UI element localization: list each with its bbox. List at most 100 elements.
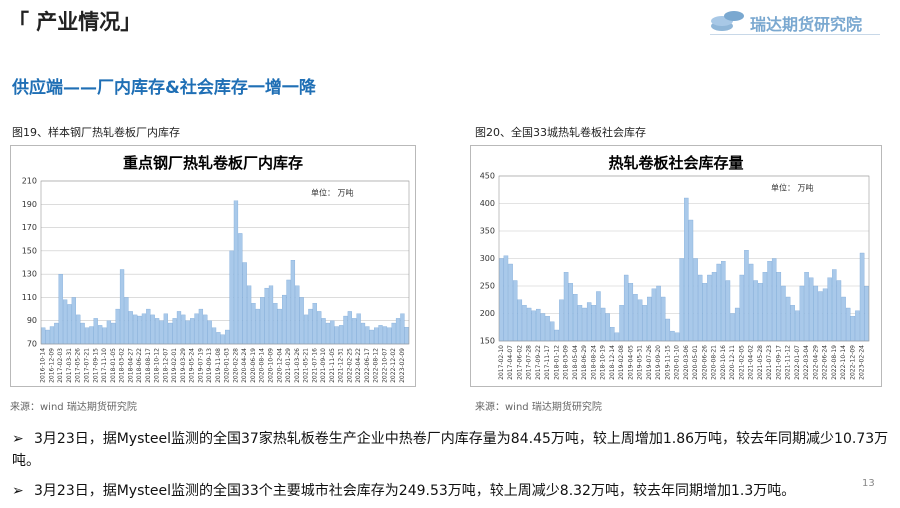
bar bbox=[321, 318, 326, 345]
y-tick-label: 70 bbox=[27, 340, 37, 349]
x-tick-label: 2020-12-04 bbox=[276, 348, 283, 383]
bar bbox=[54, 322, 59, 345]
bar bbox=[781, 285, 786, 342]
x-tick-label: 2022-10-14 bbox=[840, 345, 847, 380]
bar bbox=[665, 318, 671, 342]
bar bbox=[827, 277, 832, 342]
x-tick-label: 2018-08-24 bbox=[590, 345, 597, 380]
bar bbox=[730, 313, 735, 342]
x-tick-label: 2017-07-28 bbox=[526, 345, 533, 380]
bar bbox=[614, 332, 620, 342]
plot-frame bbox=[40, 180, 410, 345]
x-tick-label: 2018-08-17 bbox=[145, 348, 152, 383]
bar bbox=[711, 272, 717, 342]
bar bbox=[864, 286, 869, 342]
bullet-text: 3月23日，据Mysteel监测的全国37家热轧板卷生产企业中热卷厂内库存量为8… bbox=[12, 431, 889, 469]
bar bbox=[605, 313, 610, 342]
bar bbox=[365, 326, 370, 345]
x-tick-label: 2020-10-16 bbox=[720, 345, 727, 380]
bar bbox=[146, 308, 151, 345]
bar bbox=[264, 287, 269, 345]
x-tick-label: 2019-02-01 bbox=[171, 348, 178, 383]
bar bbox=[503, 255, 509, 342]
bar bbox=[347, 311, 352, 345]
bullet: ➢ 3月23日，据Mysteel监测的全国33个主要城市社会库存为249.53万吨… bbox=[12, 483, 796, 499]
chart-box: 热轧卷板社会库存量 单位： 万吨 150 200 250 300 350 400 450 2017… bbox=[470, 145, 882, 387]
y-tick-label: 130 bbox=[22, 270, 37, 279]
bar bbox=[841, 296, 846, 342]
x-tick-label: 2022-04-22 bbox=[355, 348, 362, 383]
plot-frame bbox=[498, 175, 870, 342]
bar bbox=[41, 327, 46, 345]
bar bbox=[303, 314, 309, 345]
bar bbox=[859, 252, 865, 342]
bar bbox=[395, 318, 401, 345]
bar bbox=[702, 283, 708, 342]
x-tick-label: 2017-11-10 bbox=[101, 348, 108, 383]
x-tick-label: 2018-01-12 bbox=[553, 345, 560, 380]
y-tick-label: 150 bbox=[480, 337, 495, 346]
bar bbox=[334, 326, 339, 345]
bar bbox=[753, 280, 758, 342]
bar bbox=[185, 320, 190, 345]
bar bbox=[312, 303, 317, 345]
x-tick-label: 2020-05-01 bbox=[692, 345, 699, 380]
bar bbox=[220, 334, 225, 345]
x-tick-label: 2018-10-19 bbox=[600, 345, 607, 380]
bar bbox=[286, 279, 291, 345]
x-tick-label: 2020-01-10 bbox=[674, 345, 681, 380]
bar bbox=[102, 327, 107, 345]
bar bbox=[660, 296, 666, 342]
bar bbox=[84, 327, 90, 345]
x-tick-label: 2019-11-08 bbox=[215, 348, 222, 383]
x-tick-label: 2019-05-31 bbox=[637, 345, 644, 380]
unit-label: 单位： 万吨 bbox=[771, 183, 814, 193]
bar bbox=[771, 258, 777, 342]
bar bbox=[168, 322, 173, 345]
y-tick-label: 300 bbox=[480, 254, 495, 263]
bar bbox=[190, 318, 195, 345]
bar bbox=[242, 262, 247, 345]
bar bbox=[651, 288, 657, 342]
bar bbox=[559, 299, 564, 342]
bar bbox=[268, 285, 274, 345]
bar bbox=[647, 296, 652, 342]
bar bbox=[540, 313, 546, 342]
logo-icon bbox=[711, 11, 744, 31]
bullet: ➢ 3月23日，据Mysteel监测的全国37家热轧板卷生产企业中热卷厂内库存量为… bbox=[12, 431, 889, 469]
x-tick-label: 2022-08-12 bbox=[373, 348, 380, 383]
bar bbox=[767, 261, 772, 342]
x-tick-label: 2022-06-17 bbox=[364, 348, 371, 383]
bar bbox=[62, 299, 68, 345]
y-tick-label: 90 bbox=[27, 316, 37, 325]
caption: 图20、全国33城热轧卷板社会库存 bbox=[475, 126, 646, 139]
bar bbox=[260, 297, 265, 345]
source: 来源：wind 瑞达期货研究院 bbox=[10, 402, 137, 413]
bar bbox=[785, 296, 791, 342]
bar bbox=[855, 310, 860, 342]
x-tick-label: 2020-04-24 bbox=[241, 348, 248, 383]
bar bbox=[818, 291, 823, 342]
bar bbox=[246, 285, 252, 345]
bar bbox=[674, 332, 680, 342]
bar bbox=[628, 283, 634, 342]
x-tick-label: 2016-10-14 bbox=[40, 348, 47, 383]
bar bbox=[610, 327, 615, 342]
bar bbox=[545, 316, 550, 342]
bar bbox=[58, 273, 63, 345]
bar bbox=[382, 326, 388, 345]
x-tick-label: 2021-09-10 bbox=[320, 348, 327, 383]
bar bbox=[822, 288, 828, 342]
bar bbox=[45, 329, 50, 345]
x-tick-label: 2022-08-19 bbox=[831, 345, 838, 380]
source: 来源：wind 瑞达期货研究院 bbox=[475, 402, 602, 413]
bar bbox=[391, 322, 396, 345]
bar bbox=[211, 327, 217, 345]
bar bbox=[808, 277, 814, 342]
bar bbox=[573, 294, 578, 342]
bar bbox=[119, 269, 125, 345]
x-tick-label: 2017-09-22 bbox=[535, 345, 542, 380]
x-tick-label: 2016-12-09 bbox=[48, 348, 55, 383]
x-tick-label: 2020-02-28 bbox=[232, 348, 239, 383]
